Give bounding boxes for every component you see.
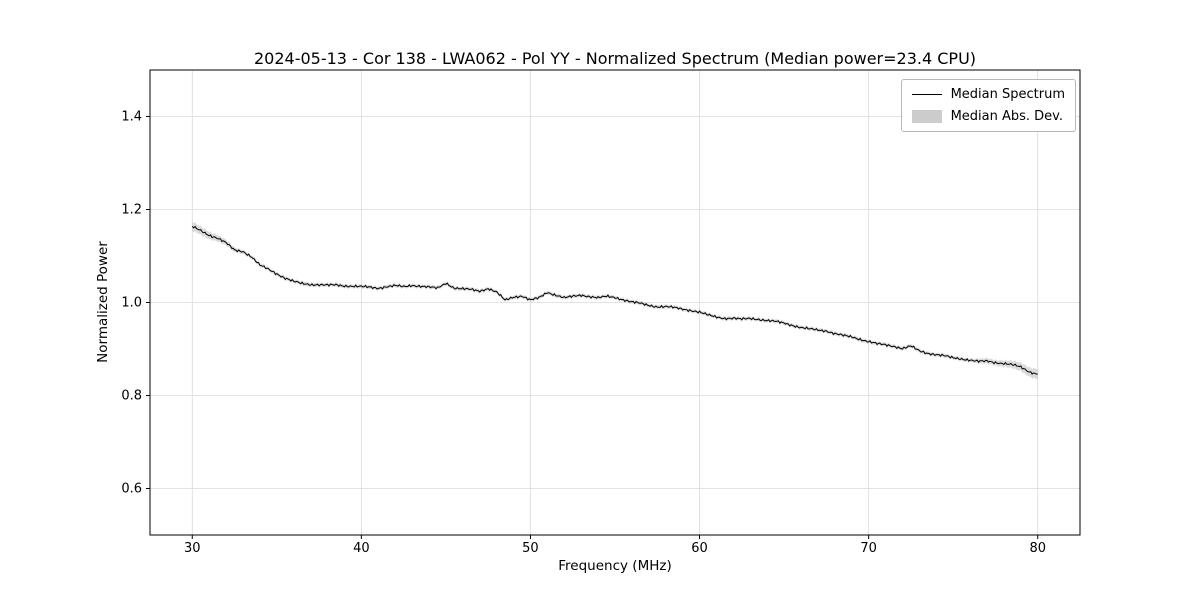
axes-frame bbox=[149, 69, 1081, 536]
chart-title: 2024-05-13 - Cor 138 - LWA062 - Pol YY -… bbox=[253, 49, 977, 68]
grid-lines bbox=[150, 70, 1080, 535]
mad-band-swatch bbox=[911, 110, 942, 123]
tick-marks bbox=[146, 116, 1039, 539]
legend-item-median-spectrum: Median Spectrum bbox=[911, 87, 1065, 102]
legend-label-median-spectrum: Median Spectrum bbox=[950, 87, 1065, 102]
legend-label-mad: Median Abs. Dev. bbox=[950, 109, 1064, 124]
x-axis-label: Frequency (MHz) bbox=[558, 558, 672, 574]
y-axis-label: Normalized Power bbox=[95, 241, 111, 363]
legend: Median Spectrum Median Abs. Dev. bbox=[900, 79, 1076, 132]
median-spectrum-line-swatch bbox=[911, 94, 942, 95]
legend-item-mad: Median Abs. Dev. bbox=[911, 109, 1065, 124]
mad-band bbox=[192, 221, 1038, 380]
median-spectrum-line bbox=[191, 225, 1038, 375]
